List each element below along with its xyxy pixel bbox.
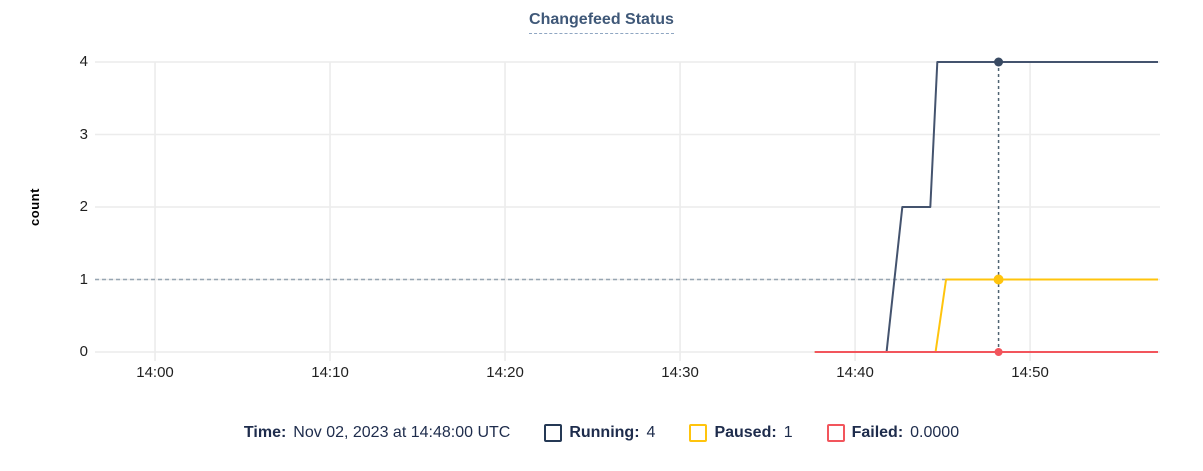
legend-time: Time: Nov 02, 2023 at 14:48:00 UTC xyxy=(244,424,510,442)
y-tick-label-3: 3 xyxy=(79,125,88,143)
series-line-paused xyxy=(814,278,1158,353)
legend-item-label: Paused: xyxy=(714,424,777,441)
y-tick-label-1: 1 xyxy=(79,270,88,288)
legend-swatch-icon xyxy=(689,424,708,442)
y-tick-label-4: 4 xyxy=(79,53,88,70)
chart-title[interactable]: Changefeed Status xyxy=(529,11,674,34)
legend-item-value: 1 xyxy=(783,424,793,441)
legend-item-value: 0.0000 xyxy=(910,424,960,441)
legend-swatch-icon xyxy=(544,424,563,442)
y-axis-label: count xyxy=(27,188,42,226)
legend-time-label: Time: xyxy=(243,424,287,441)
hover-marker-failed xyxy=(994,348,1003,356)
legend-item-label: Running: xyxy=(569,424,640,441)
hover-marker-running xyxy=(994,57,1004,67)
y-tick-label-2: 2 xyxy=(79,198,88,215)
legend-item-value: 4 xyxy=(646,424,656,441)
legend-time-value: Nov 02, 2023 at 14:48:00 UTC xyxy=(293,424,511,441)
legend-item-label: Failed: xyxy=(851,424,904,441)
x-tick-label-1440: 14:40 xyxy=(836,364,874,381)
legend-swatch-icon xyxy=(826,424,845,442)
legend-item-failed: Failed: 0.0000 xyxy=(826,424,960,442)
chart-legend: Time: Nov 02, 2023 at 14:48:00 UTC Runni… xyxy=(0,424,1203,442)
legend-item-running: Running: 4 xyxy=(544,424,655,442)
legend-item-paused: Paused: 1 xyxy=(689,424,793,442)
x-tick-label-1400: 14:00 xyxy=(136,364,174,381)
hover-marker-paused xyxy=(993,274,1004,285)
y-tick-label-0: 0 xyxy=(79,343,88,360)
x-tick-label-1420: 14:20 xyxy=(486,364,524,381)
x-tick-label-1450: 14:50 xyxy=(1011,364,1049,381)
x-tick-label-1410: 14:10 xyxy=(311,364,349,381)
x-tick-label-1430: 14:30 xyxy=(661,364,699,381)
chart-header: Changefeed Status xyxy=(0,11,1203,34)
